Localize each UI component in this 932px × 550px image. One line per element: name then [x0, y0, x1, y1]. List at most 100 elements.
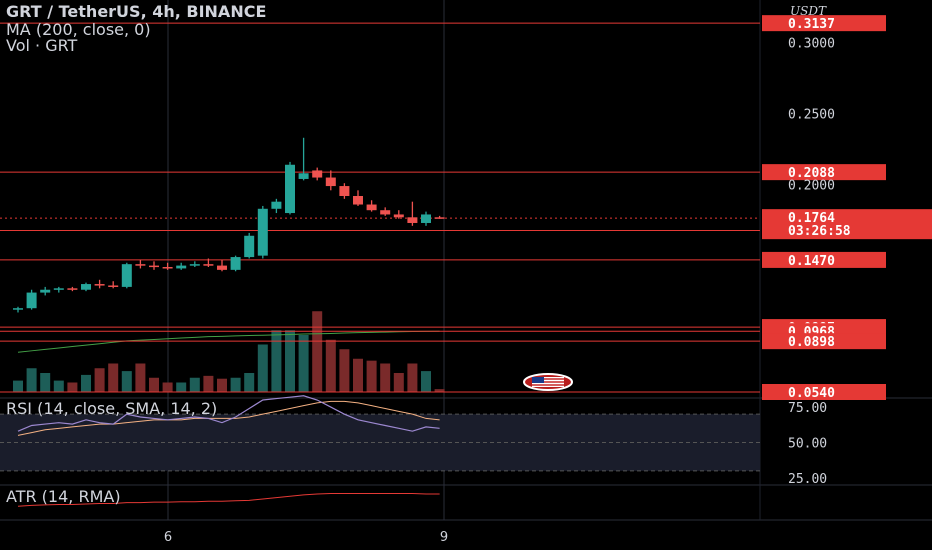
- volume-bar: [176, 382, 187, 392]
- volume-bar: [285, 330, 295, 392]
- volume-bar: [257, 344, 268, 392]
- price-tick-label: 0.3000: [788, 37, 835, 52]
- volume-bars: [13, 311, 445, 392]
- x-tick-label: 6: [164, 530, 172, 545]
- candle-body: [380, 210, 391, 215]
- candle-body: [149, 265, 159, 268]
- candle-body: [366, 204, 377, 211]
- volume-bar: [203, 375, 214, 392]
- price-tick-label: 0.2500: [788, 108, 835, 123]
- candle-body: [94, 284, 105, 286]
- rsi-pane: [0, 395, 760, 472]
- volume-bar: [393, 373, 404, 392]
- candle-body: [217, 265, 227, 270]
- x-tick-label: 9: [440, 530, 448, 545]
- vol-legend: Vol · GRT: [6, 36, 78, 55]
- candle-body: [244, 235, 255, 258]
- price-label-box: [762, 384, 886, 400]
- volume-bar: [26, 368, 37, 392]
- candle-body: [40, 289, 51, 293]
- ma-200-line: [17, 330, 440, 353]
- volume-bar: [108, 363, 119, 392]
- candle-body: [53, 288, 64, 290]
- price-label: 0.2088: [788, 166, 835, 181]
- volume-bar: [121, 371, 132, 392]
- volume-bar: [94, 368, 105, 392]
- price-label: 0.0898: [788, 335, 835, 350]
- rsi-line: [17, 395, 440, 432]
- candle-body: [67, 288, 78, 290]
- candle-body: [339, 186, 350, 196]
- candle-body: [135, 264, 146, 266]
- current-price-box: [762, 209, 932, 240]
- volume-bar: [162, 382, 173, 392]
- candles: [13, 137, 445, 313]
- price-label-box: [762, 333, 886, 350]
- rsi-tick-label: 25.00: [788, 472, 827, 487]
- price-label-box: [762, 15, 886, 32]
- atr-line: [17, 492, 440, 507]
- candle-body: [203, 264, 214, 266]
- candle-body: [189, 264, 200, 266]
- volume-bar: [40, 373, 51, 392]
- candle-body: [121, 264, 132, 287]
- candle-body: [434, 217, 445, 219]
- us-flag-icon-canton: [532, 377, 544, 383]
- candle-body: [13, 308, 23, 310]
- atr-legend: ATR (14, RMA): [6, 487, 121, 506]
- price-axis: 0.3000 0.2500 0.2000 75.00 50.00 25.00 6 9: [164, 37, 835, 545]
- candle-body: [407, 217, 418, 223]
- candle-body: [393, 214, 404, 218]
- candle-body: [81, 284, 91, 290]
- price-label-box: [762, 251, 886, 268]
- rsi-tick-label: 75.00: [788, 401, 827, 416]
- volume-bar: [298, 335, 309, 392]
- volume-bar: [189, 377, 200, 392]
- volume-bar: [421, 371, 431, 392]
- volume-bar: [244, 373, 255, 392]
- volume-bar: [434, 389, 445, 392]
- candle-body: [230, 257, 241, 270]
- candle-body: [26, 292, 37, 309]
- candle-body: [108, 285, 119, 287]
- volume-bar: [325, 339, 336, 392]
- candle-body: [257, 208, 268, 256]
- price-label: 0.0540: [788, 386, 835, 401]
- symbol-title: GRT / TetherUS, 4h, BINANCE: [6, 2, 267, 21]
- volume-bar: [135, 363, 146, 392]
- volume-bar: [81, 374, 91, 392]
- volume-bar: [217, 378, 227, 392]
- price-tick-label: 0.2000: [788, 179, 835, 194]
- volume-bar: [380, 363, 391, 392]
- volume-bar: [407, 363, 418, 392]
- atr-pane: [17, 492, 440, 507]
- ma-legend: MA (200, close, 0): [6, 20, 151, 39]
- volume-bar: [339, 349, 350, 392]
- volume-bar: [353, 358, 363, 392]
- candle-body: [285, 164, 295, 214]
- volume-bar: [312, 311, 323, 392]
- price-label-box: [762, 164, 886, 181]
- volume-bar: [230, 377, 241, 392]
- candle-body: [353, 196, 363, 205]
- rsi-legend: RSI (14, close, SMA, 14, 2): [6, 399, 218, 418]
- price-label: 0.1470: [788, 254, 835, 269]
- us-flag-icon[interactable]: [523, 373, 573, 391]
- volume-bar: [13, 380, 23, 392]
- volume-bar: [271, 330, 282, 392]
- rsi-tick-label: 50.00: [788, 437, 827, 452]
- ma-line: [17, 330, 440, 353]
- candle-body: [298, 173, 309, 179]
- candle-body: [162, 267, 173, 269]
- countdown-label: 03:26:58: [788, 224, 851, 239]
- volume-bar: [149, 377, 159, 392]
- axis-unit: USDT: [790, 4, 826, 18]
- volume-bar: [67, 382, 78, 392]
- candle-body: [312, 170, 323, 178]
- rsi-ma-line: [17, 400, 440, 436]
- horizontal-lines[interactable]: 0.31370.20880.16770.14700.09970.09680.08…: [0, 15, 932, 401]
- candle-body: [421, 214, 431, 223]
- price-label: 0.3137: [788, 17, 835, 32]
- current-price-label: 0.1764: [788, 211, 835, 226]
